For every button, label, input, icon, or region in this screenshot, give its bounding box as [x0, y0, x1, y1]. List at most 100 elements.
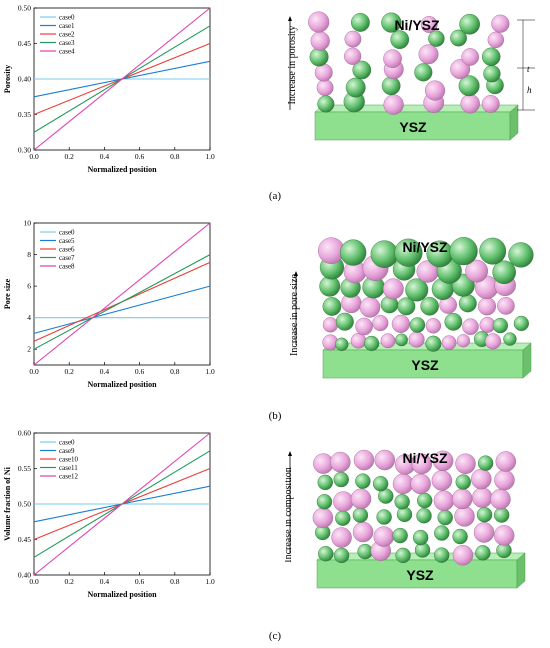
x-tick-label: 0.8 [170, 577, 180, 586]
y-tick-label: 6 [27, 282, 31, 291]
ni-particle [487, 31, 505, 49]
x-tick-label: 0.2 [65, 367, 75, 376]
y-tick-label: 8 [27, 250, 31, 259]
ysz-particle [352, 507, 369, 523]
series-line-case5 [33, 285, 211, 334]
ysz-particle [316, 494, 333, 510]
ysz-particle [479, 237, 507, 265]
ni-particle [312, 507, 334, 529]
x-axis-label: Normalized position [87, 590, 157, 599]
ysz-particle [416, 492, 433, 509]
ysz-particle [333, 547, 350, 564]
legend-label-case6: case6 [59, 246, 75, 254]
increase-pore-size-text: Increase in pore size [289, 273, 300, 355]
ysz-particle [376, 509, 392, 525]
ysz-particle [458, 294, 477, 313]
ni-particle [441, 335, 457, 351]
ni-particle [380, 333, 396, 349]
ysz-particle [318, 546, 334, 562]
ysz-particle [444, 313, 463, 331]
caption-c: (c) [268, 630, 282, 642]
x-tick-label: 0.0 [29, 152, 39, 161]
ysz-particle [459, 13, 480, 35]
ni-particle [408, 331, 425, 348]
legend-label-case10: case10 [59, 456, 79, 464]
ysz-particle [482, 47, 501, 66]
ysz-particle [351, 13, 370, 32]
legend-label-case4: case4 [59, 48, 75, 56]
x-tick-label: 0.0 [29, 367, 39, 376]
y-tick-label: 0.45 [18, 39, 31, 48]
ysz-particle [449, 237, 478, 266]
ni-particle [374, 449, 395, 471]
ysz-particle [335, 312, 354, 331]
y-axis-label: Porosity [3, 65, 12, 93]
ni-particle [391, 314, 410, 333]
figure-panel-c: 0.0 0.2 0.4 0.6 0.8 1.0 0.40 0.45 0.50 0.55 0.60 ca… [0, 425, 550, 648]
y-tick-label: 0.60 [18, 429, 31, 438]
ysz-particle [405, 278, 429, 302]
ysz-particle [381, 12, 402, 33]
ni-particle [494, 469, 515, 491]
legend-label-case7: case7 [59, 254, 75, 262]
ni-particle [455, 453, 476, 474]
x-tick-label: 0.0 [29, 577, 39, 586]
ysz-particle [452, 528, 468, 545]
ni-particle [383, 49, 402, 69]
y-tick-label: 0.40 [18, 571, 31, 580]
ysz-particle [317, 95, 335, 113]
ni-particle [452, 488, 473, 510]
ysz-label: YSZ [411, 357, 439, 373]
ysz-particle [395, 547, 411, 564]
ni-particle [410, 473, 431, 495]
ni-particle [454, 506, 475, 527]
x-tick-label: 0.6 [135, 367, 145, 376]
legend-label-case0: case0 [59, 229, 75, 237]
ysz-particle [414, 63, 433, 82]
figure-panel-b: 0.0 0.2 0.4 0.6 0.8 1.0 2 4 6 8 10 case0 case5 case6 c… [0, 215, 550, 425]
ysz-particle [450, 29, 467, 47]
ysz-particle [390, 30, 410, 49]
ysz-particle [317, 474, 333, 491]
ni-particle [355, 317, 373, 336]
y-tick-label: 2 [27, 345, 31, 354]
ysz-particle [370, 240, 399, 268]
ysz-particle [416, 508, 432, 524]
ysz-particle [395, 333, 408, 347]
ysz-particle [364, 335, 380, 352]
ni-particle [382, 278, 404, 300]
arrow-head [288, 451, 292, 456]
ysz-particle [428, 30, 445, 47]
ni-particle [350, 333, 367, 349]
ysz-particle [394, 238, 423, 267]
ysz-particle [322, 297, 342, 316]
ni-particle [462, 318, 479, 335]
ysz-particle [397, 297, 416, 316]
ni-particle [359, 297, 381, 318]
dimension-markers [517, 19, 535, 111]
ysz-particle [372, 476, 389, 492]
x-axis-label: Normalized position [87, 380, 157, 389]
ysz-substrate [314, 104, 519, 141]
ni-particle [484, 333, 502, 350]
ysz-particle [477, 455, 494, 471]
x-tick-label: 0.4 [100, 367, 110, 376]
ysz-particle [335, 510, 351, 526]
ysz-particle [333, 471, 349, 488]
ysz-particle [396, 506, 413, 523]
x-tick-label: 0.2 [65, 152, 75, 161]
ysz-particle [476, 507, 493, 523]
ni-particle [353, 449, 375, 471]
x-axis-label: Normalized position [87, 165, 157, 174]
y-axis-label: Volume fraction of Ni [3, 466, 12, 540]
legend-label-case8: case8 [59, 263, 75, 271]
ysz-particle [425, 335, 442, 352]
figure-panel-a: 0.0 0.2 0.4 0.6 0.8 1.0 0.30 0.35 0.40 0.45 0.50 ca… [0, 0, 550, 210]
series-line-case8 [33, 222, 211, 366]
x-tick-label: 1.0 [205, 152, 215, 161]
ni-particle [352, 521, 374, 543]
ni-particle [432, 450, 454, 472]
y-axis-label: Pore size [3, 278, 12, 309]
porosity-chart: 0.0 0.2 0.4 0.6 0.8 1.0 0.30 0.35 0.40 0.45 0.50 ca… [3, 4, 215, 175]
ni-particle [333, 491, 354, 512]
